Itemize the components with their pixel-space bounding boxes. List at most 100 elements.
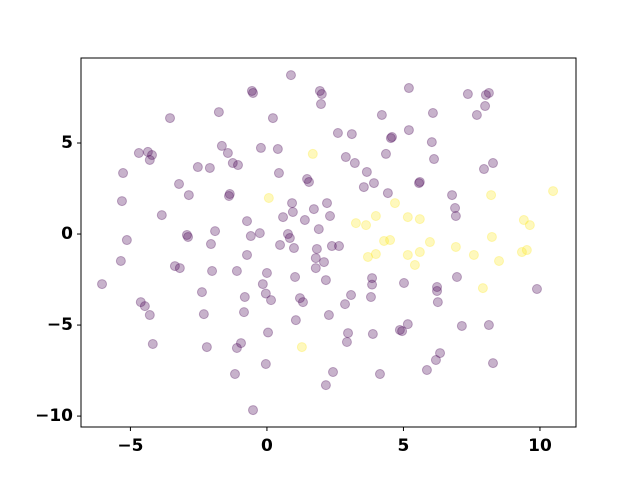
point: [248, 87, 259, 98]
point: [246, 85, 257, 96]
point: [385, 133, 396, 144]
x-tick-label: 5: [398, 436, 410, 456]
point: [205, 239, 216, 250]
point: [486, 231, 497, 242]
point: [299, 215, 310, 226]
point: [325, 211, 336, 222]
point: [326, 241, 337, 252]
point: [315, 99, 326, 110]
point: [229, 369, 240, 380]
point: [147, 338, 158, 349]
point: [296, 342, 307, 353]
point: [213, 107, 224, 118]
point: [207, 265, 218, 276]
point: [432, 286, 443, 297]
point: [346, 129, 357, 140]
x-tick-label: 0: [261, 436, 273, 456]
point: [402, 249, 413, 260]
point: [302, 174, 313, 185]
point: [290, 315, 301, 326]
point: [282, 229, 293, 240]
point: [432, 297, 443, 308]
point: [310, 253, 321, 264]
point: [343, 328, 354, 339]
point: [346, 290, 357, 301]
point: [308, 204, 319, 215]
point: [323, 310, 334, 321]
point: [451, 271, 462, 282]
point: [403, 83, 414, 94]
point: [483, 320, 494, 331]
point: [227, 158, 238, 169]
point: [531, 284, 542, 295]
point: [263, 327, 274, 338]
point: [380, 148, 391, 159]
point: [462, 89, 473, 100]
point: [232, 160, 243, 171]
point: [494, 255, 505, 266]
point: [350, 218, 361, 229]
y-tick-label: −10: [35, 406, 73, 426]
point: [133, 148, 144, 159]
point: [450, 241, 461, 252]
point: [487, 358, 498, 369]
point: [385, 235, 396, 246]
point: [272, 144, 283, 155]
point: [266, 295, 277, 306]
point: [231, 342, 242, 353]
point: [181, 229, 192, 240]
point: [367, 328, 378, 339]
point: [169, 261, 180, 272]
point: [483, 87, 494, 98]
point: [210, 226, 221, 237]
point: [414, 178, 425, 189]
point: [521, 245, 532, 256]
point: [478, 164, 489, 175]
point: [480, 101, 491, 112]
point: [310, 263, 321, 274]
point: [294, 293, 305, 304]
point: [139, 301, 150, 312]
point: [427, 107, 438, 118]
point: [314, 85, 325, 96]
point: [367, 273, 378, 284]
point: [516, 247, 527, 258]
point: [370, 249, 381, 260]
point: [524, 220, 535, 231]
point: [287, 198, 298, 209]
point: [321, 198, 332, 209]
point: [374, 369, 385, 380]
point: [424, 237, 435, 248]
point: [198, 309, 209, 320]
point: [402, 319, 413, 330]
point: [349, 158, 360, 169]
point: [285, 70, 296, 81]
point: [311, 243, 322, 254]
point: [231, 265, 242, 276]
point: [379, 235, 390, 246]
point: [403, 125, 414, 136]
point: [165, 113, 176, 124]
point: [429, 154, 440, 165]
point: [487, 158, 498, 169]
point: [340, 299, 351, 310]
point: [368, 178, 379, 189]
point: [261, 267, 272, 278]
point: [254, 228, 265, 239]
point: [260, 359, 271, 370]
point: [192, 162, 203, 173]
point: [263, 192, 274, 203]
point: [135, 297, 146, 308]
point: [260, 288, 271, 299]
point: [248, 405, 259, 416]
point: [316, 89, 327, 100]
point: [144, 310, 155, 321]
point: [320, 275, 331, 286]
point: [223, 190, 234, 201]
point: [370, 211, 381, 222]
point: [174, 263, 185, 274]
point: [307, 148, 318, 159]
point: [275, 239, 286, 250]
point: [421, 365, 432, 376]
